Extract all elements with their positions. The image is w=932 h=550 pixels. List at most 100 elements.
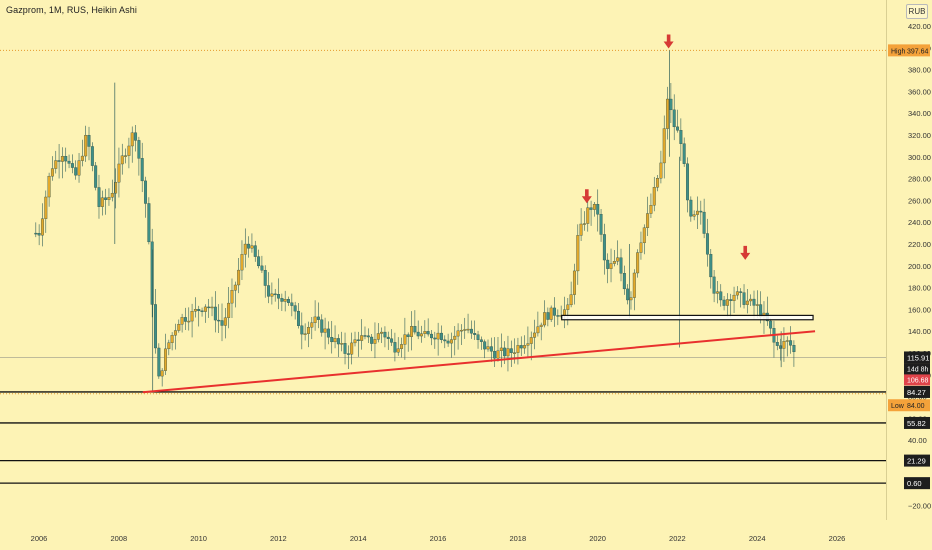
- candle-body: [223, 317, 227, 326]
- candle-body: [54, 160, 58, 169]
- candle-body: [622, 273, 626, 290]
- candle-body: [579, 223, 583, 236]
- high-tag-label: High: [891, 48, 906, 55]
- candle-body: [167, 342, 171, 350]
- candle-body: [639, 242, 643, 253]
- candle-body: [599, 214, 603, 235]
- candle-body: [789, 340, 793, 346]
- candle-body: [34, 232, 38, 235]
- candle-body: [140, 158, 144, 182]
- candle-body: [752, 298, 756, 306]
- candle-body: [732, 294, 736, 301]
- candle-body: [180, 317, 184, 325]
- candle-body: [373, 339, 377, 344]
- y-tick-label: −20.00: [908, 502, 931, 511]
- current-price-tag: [904, 351, 930, 364]
- x-tick-label: 2022: [669, 534, 686, 543]
- y-tick-label: 320.00: [908, 131, 931, 140]
- candle-body: [110, 192, 114, 198]
- candle-body: [416, 331, 420, 337]
- candle-body: [782, 341, 786, 349]
- candle-body: [553, 307, 556, 316]
- x-tick-label: 2026: [829, 534, 846, 543]
- x-tick-label: 2024: [749, 534, 766, 543]
- candle-body: [144, 180, 148, 204]
- candle-body: [306, 327, 310, 334]
- candle-body: [227, 302, 231, 318]
- y-tick-label: 340.00: [908, 109, 931, 118]
- candle-body: [247, 243, 251, 249]
- y-tick-label: 240.00: [908, 218, 931, 227]
- candle-body: [403, 334, 407, 345]
- candle-body: [150, 241, 154, 305]
- y-tick-label: 40.00: [908, 436, 927, 445]
- candle-body: [400, 344, 404, 349]
- candle-body: [260, 265, 264, 271]
- candle-body: [250, 245, 254, 249]
- candle-body: [592, 204, 596, 210]
- candle-body: [277, 294, 281, 299]
- candle-body: [616, 257, 620, 262]
- candle-body: [626, 288, 630, 301]
- candle-body: [709, 254, 713, 278]
- candle-body: [203, 306, 207, 312]
- candle-body: [729, 299, 733, 301]
- candle-body: [310, 322, 314, 328]
- candle-body: [376, 333, 380, 340]
- candle-body: [533, 332, 537, 338]
- y-tick-label: 280.00: [908, 175, 931, 184]
- candle-body: [430, 333, 433, 339]
- candle-body: [406, 334, 410, 337]
- candle-body: [383, 331, 387, 338]
- candle-body: [596, 204, 600, 215]
- candle-body: [499, 347, 503, 351]
- low-price-value: 106.68: [907, 377, 929, 384]
- candle-body: [410, 326, 414, 337]
- candle-body: [160, 370, 164, 377]
- down-arrow-icon[interactable]: [663, 34, 674, 49]
- candle-body: [177, 324, 181, 331]
- x-tick-label: 2014: [350, 534, 367, 543]
- candle-body: [137, 140, 141, 159]
- support-zone[interactable]: [561, 314, 814, 321]
- candle-body: [719, 291, 723, 301]
- candle-body: [792, 345, 796, 353]
- candle-body: [237, 269, 241, 286]
- candle-body: [87, 134, 91, 147]
- candle-body: [576, 235, 580, 272]
- low-marker-tag: [888, 399, 930, 412]
- candle-body: [287, 299, 290, 303]
- candle-body: [715, 291, 719, 294]
- candle-body: [652, 187, 656, 206]
- candle-body: [556, 315, 560, 317]
- y-tick-label: 420.00: [908, 22, 931, 31]
- down-arrow-icon[interactable]: [581, 189, 592, 204]
- level-tag-value: 0.60: [907, 479, 922, 488]
- candle-body: [722, 299, 726, 306]
- candle-body: [207, 306, 211, 309]
- candle-body: [280, 298, 284, 302]
- level-tag-value: 84.27: [907, 388, 926, 397]
- currency-button[interactable]: RUB: [906, 4, 928, 19]
- candle-body: [300, 325, 304, 335]
- candle-body: [735, 291, 739, 296]
- candle-body: [662, 128, 666, 164]
- y-tick-label: 160.00: [908, 305, 931, 314]
- x-tick-label: 2018: [509, 534, 526, 543]
- candle-body: [197, 309, 201, 312]
- candle-body: [356, 339, 360, 341]
- candle-body: [230, 290, 234, 304]
- candle-body: [775, 342, 779, 346]
- low-marker-value: 84.00: [907, 403, 925, 410]
- candle-body: [672, 109, 676, 128]
- candle-body: [273, 293, 277, 296]
- candle-body: [602, 234, 606, 261]
- candle-body: [187, 320, 191, 323]
- trendline[interactable]: [142, 330, 816, 394]
- down-arrow-icon[interactable]: [740, 245, 751, 260]
- candle-body: [612, 261, 616, 264]
- candle-body: [114, 182, 118, 194]
- candle-body: [316, 316, 320, 320]
